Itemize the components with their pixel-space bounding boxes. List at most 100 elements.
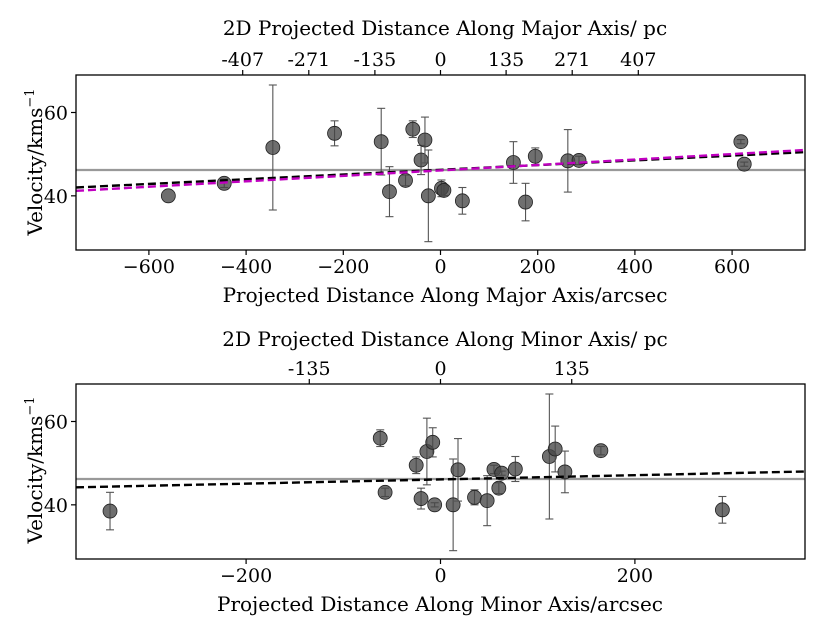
- major-data-point-group: [405, 120, 421, 139]
- major-data-point-group: [417, 116, 433, 164]
- major-x-tick-label: 400: [617, 256, 653, 278]
- major-data-point-group: [571, 153, 587, 168]
- minor-data-point-group: [479, 475, 495, 527]
- major-data-point: [160, 188, 176, 204]
- major-data-point: [265, 140, 281, 155]
- minor-data-point-group: [714, 495, 730, 524]
- minor-data-point: [494, 465, 510, 481]
- major-top-axis-title: 2D Projected Distance Along Major Axis/ …: [223, 16, 667, 40]
- major-data-point: [382, 184, 397, 200]
- minor-y-axis-label-text: Velocity/kms−1: [23, 396, 47, 544]
- minor-top-tick-label: 135: [554, 358, 590, 380]
- minor-data-point: [425, 434, 441, 450]
- major-x-axis-label: Projected Distance Along Major Axis/arcs…: [223, 283, 668, 307]
- major-data-point-group: [518, 182, 533, 222]
- minor-data-point: [593, 443, 609, 459]
- major-fit-magenta-line: [76, 148, 805, 193]
- minor-axes-frame: [75, 383, 806, 560]
- minor-data-point-group: [427, 497, 443, 513]
- major-top-tick-label: 407: [620, 49, 656, 71]
- minor-plot-area: −200 0 200 40 60: [44, 383, 806, 587]
- major-x-tick-label: 600: [714, 256, 750, 278]
- major-x-tick-label: −600: [123, 256, 175, 278]
- minor-data-point-group: [547, 425, 563, 473]
- minor-top-tick-label: 0: [434, 358, 446, 380]
- major-data-point-group: [398, 173, 413, 188]
- major-data-point: [420, 188, 436, 204]
- minor-top-axis-title: 2D Projected Distance Along Minor Axis/ …: [222, 327, 668, 351]
- major-data-point: [454, 193, 470, 209]
- minor-data-point-group: [557, 450, 573, 494]
- major-ylabel-sup: −1: [23, 88, 38, 107]
- major-data-point: [373, 134, 389, 150]
- major-data-point-group: [736, 156, 752, 172]
- minor-data-point-group: [377, 484, 393, 500]
- minor-x-tick-label: −200: [220, 565, 272, 587]
- major-data-point: [733, 134, 749, 150]
- minor-y-axis-label: Velocity/kms−1: [23, 396, 47, 544]
- major-ylabel-main: Velocity/kms: [23, 108, 47, 237]
- major-y-axis-label-text: Velocity/kms−1: [23, 88, 47, 236]
- major-top-tick-label: -271: [287, 49, 330, 71]
- minor-data-point-group: [425, 427, 441, 458]
- minor-data-point: [491, 480, 507, 496]
- minor-x-axis-label: Projected Distance Along Minor Axis/arcs…: [217, 592, 663, 616]
- major-data-point: [571, 153, 587, 168]
- minor-data-point: [413, 491, 429, 506]
- major-top-tick-label: 0: [434, 49, 446, 71]
- major-data-point-group: [327, 120, 342, 147]
- minor-data-point-group: [413, 487, 429, 510]
- minor-data-point-group: [408, 456, 424, 475]
- major-x-tick-label: −400: [220, 256, 272, 278]
- minor-axis-panel: 2D Projected Distance Along Minor Axis/ …: [23, 327, 806, 616]
- minor-data-point-group: [467, 489, 482, 506]
- major-top-tick-label: -407: [221, 49, 264, 71]
- major-data-point-group: [527, 147, 543, 166]
- major-data-point: [398, 173, 413, 188]
- major-data-point: [413, 152, 429, 168]
- major-top-tick-label: 135: [488, 49, 524, 71]
- minor-data-point-group: [491, 480, 507, 496]
- major-x-tick-label: 0: [434, 256, 446, 278]
- minor-data-point-group: [593, 443, 609, 459]
- major-x-tick-label: −200: [317, 256, 369, 278]
- major-y-tick-label: 40: [44, 186, 68, 208]
- minor-data-point: [547, 441, 563, 457]
- minor-data-point: [372, 430, 388, 446]
- major-data-point: [405, 121, 421, 137]
- minor-data-point-group: [102, 491, 118, 531]
- major-data-point-group: [420, 149, 436, 243]
- minor-data-point-group: [450, 438, 466, 502]
- minor-data-point-group: [494, 465, 510, 481]
- minor-data-point: [450, 462, 466, 478]
- major-top-ticks: -407 -271 -135 0 135 271 407: [221, 49, 656, 75]
- minor-data-point: [714, 502, 730, 518]
- minor-data-point: [557, 464, 573, 480]
- minor-ylabel-sup: −1: [23, 396, 38, 415]
- minor-top-ticks: -135 0 135: [288, 358, 590, 384]
- major-axis-panel: 2D Projected Distance Along Major Axis/ …: [23, 16, 806, 307]
- major-plot-area: −600 −400 −200 0 200 400 600 40 60: [44, 74, 806, 278]
- major-data-point: [327, 125, 342, 141]
- major-data-point-group: [265, 84, 281, 211]
- major-y-axis-label: Velocity/kms−1: [23, 88, 47, 236]
- minor-y-tick-label: 60: [44, 412, 68, 434]
- minor-data-point: [102, 503, 118, 519]
- minor-top-tick-label: -135: [288, 358, 331, 380]
- major-data-point-group: [382, 166, 397, 218]
- major-data-point-group: [373, 107, 389, 176]
- major-y-tick-label: 60: [44, 103, 68, 125]
- major-data-point: [417, 132, 433, 148]
- major-data-point: [518, 194, 533, 210]
- minor-data-point-group: [541, 393, 557, 520]
- minor-data-point: [507, 461, 523, 477]
- minor-y-tick-label: 40: [44, 495, 68, 517]
- minor-data-point: [408, 457, 424, 473]
- minor-ylabel-main: Velocity/kms: [23, 416, 47, 545]
- minor-data-layer: [76, 393, 805, 552]
- minor-data-point: [479, 493, 495, 509]
- major-x-tick-label: 200: [520, 256, 556, 278]
- minor-data-point: [377, 484, 393, 500]
- minor-data-point: [427, 497, 443, 513]
